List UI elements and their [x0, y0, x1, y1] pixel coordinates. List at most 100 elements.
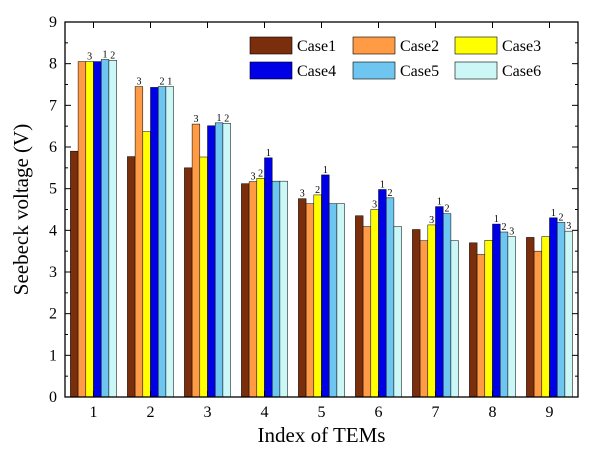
x-tick-label: 4 [261, 404, 269, 421]
bar-tem8-case5 [499, 231, 509, 398]
bar-tem7-case4 [435, 206, 444, 398]
y-axis-title: Seebeck voltage (V) [9, 124, 33, 295]
bar-tem8-case2 [476, 254, 486, 398]
bars-layer [70, 59, 573, 398]
bar-tem5-case5 [328, 203, 338, 398]
legend-swatch-case3 [454, 36, 498, 55]
y-tick-label: 9 [49, 14, 57, 31]
y-tick-label: 8 [49, 56, 57, 73]
rank-label-tem9-case6: 3 [566, 221, 571, 232]
bar-tem2-case1 [127, 156, 136, 398]
bar-tem1-case4 [93, 61, 102, 398]
y-tick-label: 4 [49, 222, 57, 239]
bar-tem7-case5 [442, 213, 452, 398]
rank-label-tem8-case5: 2 [502, 222, 507, 233]
bar-tem4-case2 [248, 181, 258, 398]
legend-label-case3: Case3 [502, 38, 541, 55]
y-tick-label: 3 [49, 264, 57, 281]
x-axis-title: Index of TEMs [258, 423, 386, 447]
x-tick-label: 9 [546, 404, 554, 421]
x-tick-label: 3 [204, 404, 212, 421]
rank-label-tem2-case2: 3 [136, 77, 141, 88]
rank-label-tem3-case2: 3 [193, 114, 198, 125]
bar-tem9-case3 [541, 236, 550, 398]
bar-tem8-case6 [507, 236, 516, 398]
bar-tem6-case6 [393, 226, 402, 398]
rank-label-tem9-case4: 1 [551, 208, 556, 219]
rank-label-tem1-case6: 2 [110, 50, 115, 61]
bar-tem8-case4 [492, 223, 501, 398]
bar-tem1-case2 [77, 61, 87, 398]
x-tick-label: 7 [432, 404, 440, 421]
bar-tem5-case2 [305, 203, 315, 398]
bar-tem8-case3 [484, 240, 493, 398]
bar-tem4-case3 [256, 178, 265, 398]
legend-label-case6: Case6 [502, 63, 541, 80]
y-tick-label: 5 [49, 181, 57, 198]
x-tick-label: 6 [375, 404, 383, 421]
bar-tem3-case6 [222, 123, 231, 398]
bar-tem6-case4 [378, 189, 387, 398]
bar-tem2-case4 [150, 87, 159, 398]
legend-swatch-case2 [352, 36, 396, 55]
rank-label-tem3-case6: 2 [224, 113, 229, 124]
rank-label-tem5-case1: 3 [300, 189, 305, 200]
bar-tem6-case1 [355, 215, 364, 398]
legend-label-case4: Case4 [297, 63, 336, 80]
bar-tem2-case3 [142, 131, 151, 398]
rank-label-tem7-case4: 1 [437, 197, 442, 208]
bar-tem4-case4 [264, 157, 273, 398]
legend-label-case2: Case2 [400, 38, 439, 55]
rank-label-tem1-case5: 1 [103, 50, 108, 61]
x-tick-label: 1 [90, 404, 98, 421]
rank-label-tem2-case5: 2 [160, 77, 165, 88]
bar-tem9-case6 [564, 230, 573, 398]
bar-tem9-case1 [526, 237, 535, 398]
rank-label-tem3-case5: 1 [217, 113, 222, 124]
rank-label-tem4-case3: 2 [258, 168, 263, 179]
bar-tem9-case2 [533, 250, 543, 398]
legend-swatch-case4 [249, 61, 293, 80]
legend-swatch-case1 [249, 36, 293, 55]
rank-label-tem6-case5: 2 [388, 188, 393, 199]
bar-tem1-case3 [85, 61, 94, 398]
rank-label-tem7-case5: 2 [445, 204, 450, 215]
rank-label-tem4-case4: 1 [266, 148, 271, 159]
bar-tem2-case5 [157, 86, 167, 398]
rank-label-tem1-case3: 3 [87, 52, 92, 63]
bar-tem7-case3 [427, 224, 436, 398]
legend-swatch-case5 [352, 61, 396, 80]
y-tick-label: 7 [49, 97, 57, 114]
rank-label-tem4-case2: 3 [250, 172, 255, 183]
bar-tem7-case1 [412, 229, 421, 398]
bar-tem3-case4 [207, 125, 216, 398]
bar-tem5-case4 [321, 174, 330, 398]
bar-tem4-case1 [241, 183, 250, 398]
legend-label-case1: Case1 [297, 38, 336, 55]
rank-label-tem8-case6: 3 [509, 227, 514, 238]
rank-label-tem8-case4: 1 [494, 214, 499, 225]
rank-label-tem5-case3: 2 [315, 185, 320, 196]
rank-label-tem7-case3: 3 [429, 215, 434, 226]
bar-tem1-case6 [108, 60, 117, 398]
bar-tem9-case4 [549, 217, 558, 398]
legend-swatch-case6 [454, 61, 498, 80]
bar-tem9-case5 [556, 222, 566, 398]
bar-tem2-case2 [134, 86, 144, 398]
bar-tem5-case3 [313, 194, 322, 398]
legend-label-case5: Case5 [400, 63, 439, 80]
bar-tem5-case6 [336, 203, 345, 398]
bar-tem6-case5 [385, 197, 395, 398]
x-tick-label: 5 [318, 404, 326, 421]
y-tick-label: 2 [49, 306, 57, 323]
bar-tem3-case2 [191, 123, 201, 398]
y-tick-label: 6 [49, 139, 57, 156]
bar-tem6-case2 [362, 226, 372, 398]
bar-tem3-case5 [214, 122, 224, 398]
bar-tem7-case2 [419, 240, 429, 398]
y-tick-label: 1 [49, 347, 57, 364]
x-tick-label: 8 [489, 404, 497, 421]
x-tick-label: 2 [147, 404, 155, 421]
